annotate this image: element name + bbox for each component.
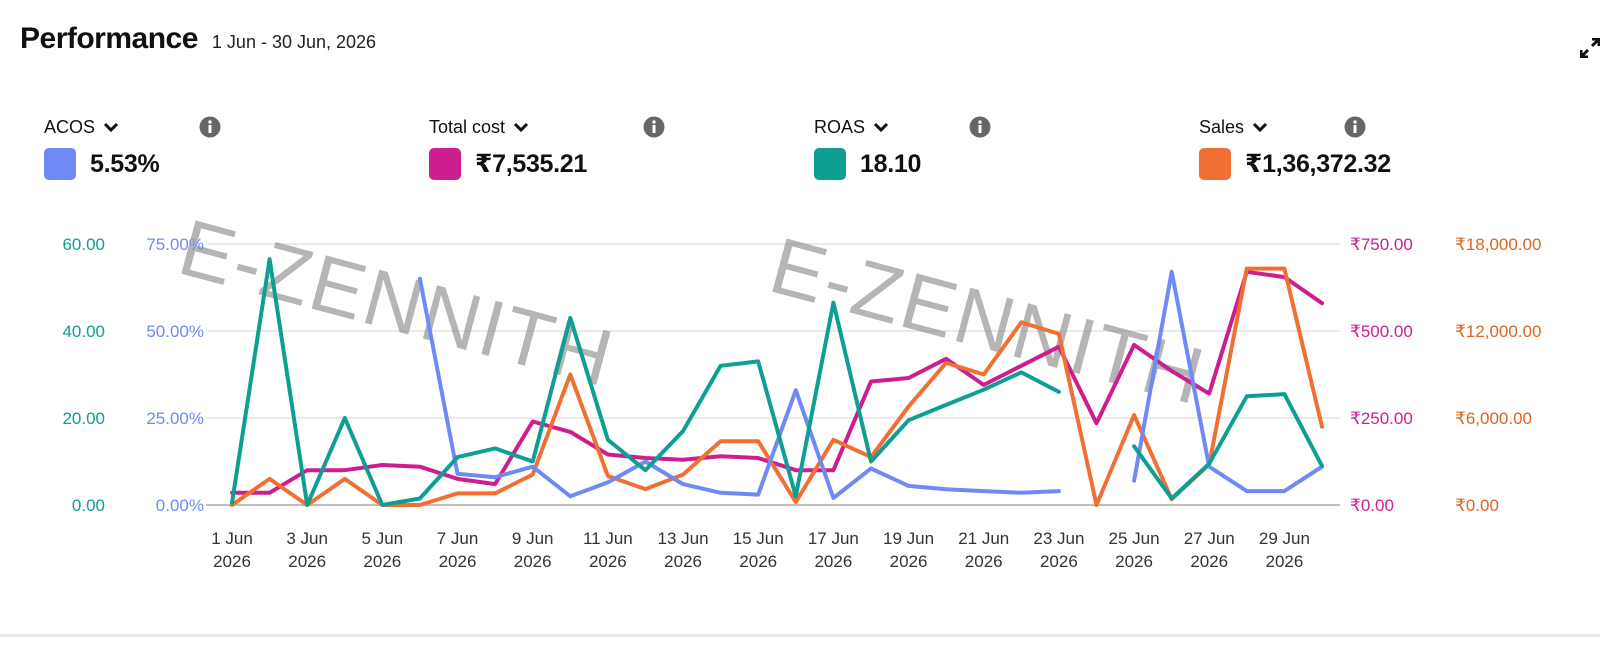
axis-tick-label: 0.00% bbox=[156, 496, 204, 515]
chevron-down-icon[interactable] bbox=[103, 121, 119, 133]
x-tick-label: 9 Jun bbox=[512, 529, 554, 548]
x-tick-label: 27 Jun bbox=[1184, 529, 1235, 548]
metric-name[interactable]: ACOS bbox=[44, 116, 96, 137]
x-tick-label: 1 Jun bbox=[211, 529, 253, 548]
axis-tick-label: ₹12,000.00 bbox=[1455, 322, 1541, 341]
series-line-sales bbox=[230, 266, 1324, 507]
chevron-down-icon[interactable] bbox=[873, 121, 889, 133]
metric-value: 18.10 bbox=[860, 149, 922, 178]
x-tick-label: 2026 bbox=[1190, 552, 1228, 571]
x-tick-label: 2026 bbox=[890, 552, 928, 571]
x-tick-label: 5 Jun bbox=[362, 529, 404, 548]
x-tick-label: 2026 bbox=[589, 552, 627, 571]
x-tick-label: 2026 bbox=[213, 552, 251, 571]
x-tick-label: 2026 bbox=[739, 552, 777, 571]
info-icon[interactable] bbox=[199, 116, 221, 138]
axis-tick-label: 60.00 bbox=[62, 235, 105, 254]
x-tick-label: 17 Jun bbox=[808, 529, 859, 548]
info-icon[interactable] bbox=[1344, 116, 1366, 138]
metric-value: ₹7,535.21 bbox=[475, 150, 588, 178]
axis-tick-label: 75.00% bbox=[146, 235, 204, 254]
x-tick-label: 19 Jun bbox=[883, 529, 934, 548]
metric-color-swatch bbox=[429, 148, 461, 180]
metric-name[interactable]: ROAS bbox=[814, 116, 866, 137]
x-tick-label: 2026 bbox=[664, 552, 702, 571]
metric-selector-acos[interactable]: ACOS 5.53% bbox=[44, 114, 221, 180]
metric-value: ₹1,36,372.32 bbox=[1245, 150, 1391, 178]
metric-color-swatch bbox=[1199, 148, 1231, 180]
divider bbox=[0, 634, 1600, 637]
axis-tick-label: 50.00% bbox=[146, 322, 204, 341]
axis-tick-label: ₹500.00 bbox=[1350, 322, 1413, 341]
x-tick-label: 23 Jun bbox=[1033, 529, 1084, 548]
series-line-total-cost bbox=[230, 269, 1324, 495]
series-line-acos bbox=[417, 269, 1324, 500]
expand-icon[interactable] bbox=[1580, 38, 1600, 58]
metric-selector-roas[interactable]: ROAS 18.10 bbox=[814, 114, 991, 180]
info-icon[interactable] bbox=[643, 116, 665, 138]
x-tick-label: 3 Jun bbox=[286, 529, 328, 548]
x-tick-label: 2026 bbox=[1265, 552, 1303, 571]
header: Performance 1 Jun - 30 Jun, 2026 bbox=[20, 22, 376, 56]
metric-color-swatch bbox=[44, 148, 76, 180]
x-tick-label: 2026 bbox=[288, 552, 326, 571]
x-tick-label: 21 Jun bbox=[958, 529, 1009, 548]
axis-tick-label: ₹750.00 bbox=[1350, 235, 1413, 254]
x-tick-label: 29 Jun bbox=[1259, 529, 1310, 548]
x-tick-label: 25 Jun bbox=[1109, 529, 1160, 548]
x-tick-label: 2026 bbox=[514, 552, 552, 571]
axis-tick-label: ₹250.00 bbox=[1350, 409, 1413, 428]
x-tick-label: 11 Jun bbox=[583, 529, 633, 548]
series-line-roas bbox=[230, 257, 1324, 507]
axis-tick-label: ₹18,000.00 bbox=[1455, 235, 1541, 254]
chevron-down-icon[interactable] bbox=[513, 121, 529, 133]
x-tick-label: 2026 bbox=[439, 552, 477, 571]
x-tick-label: 2026 bbox=[1040, 552, 1078, 571]
metric-name[interactable]: Total cost bbox=[429, 116, 506, 137]
x-tick-label: 2026 bbox=[1115, 552, 1153, 571]
chevron-down-icon[interactable] bbox=[1252, 121, 1268, 133]
axis-tick-label: 40.00 bbox=[62, 322, 105, 341]
metric-value: 5.53% bbox=[90, 149, 160, 178]
axis-tick-label: ₹0.00 bbox=[1350, 496, 1394, 515]
axis-tick-label: 25.00% bbox=[146, 409, 204, 428]
metric-selector-total-cost[interactable]: Total cost ₹7,535.21 bbox=[429, 114, 665, 180]
x-tick-label: 2026 bbox=[814, 552, 852, 571]
axis-tick-label: ₹6,000.00 bbox=[1455, 409, 1532, 428]
date-range[interactable]: 1 Jun - 30 Jun, 2026 bbox=[211, 32, 377, 52]
x-tick-label: 7 Jun bbox=[437, 529, 479, 548]
metric-selector-sales[interactable]: Sales ₹1,36,372.32 bbox=[1199, 114, 1391, 180]
axis-tick-label: ₹0.00 bbox=[1455, 496, 1499, 515]
x-tick-label: 2026 bbox=[363, 552, 401, 571]
metric-color-swatch bbox=[814, 148, 846, 180]
x-tick-label: 15 Jun bbox=[733, 529, 784, 548]
page-title: Performance bbox=[20, 22, 198, 55]
info-icon[interactable] bbox=[969, 116, 991, 138]
metric-name[interactable]: Sales bbox=[1199, 116, 1245, 137]
x-tick-label: 13 Jun bbox=[658, 529, 709, 548]
axis-tick-label: 0.00 bbox=[72, 496, 105, 515]
x-tick-label: 2026 bbox=[965, 552, 1003, 571]
axis-tick-label: 20.00 bbox=[62, 409, 105, 428]
